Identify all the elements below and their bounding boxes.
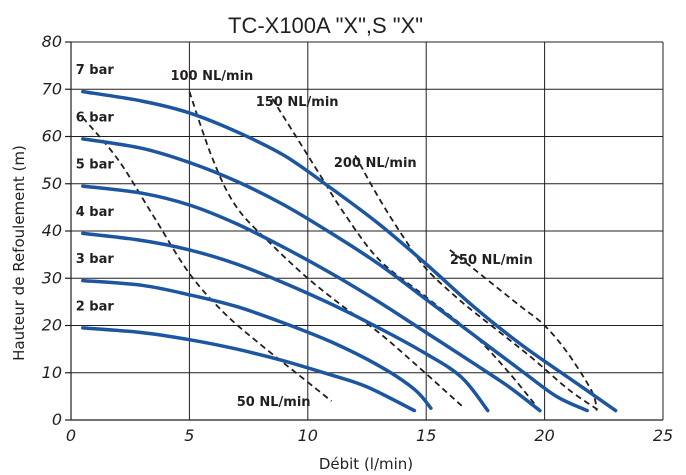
- air-flow-line-150-nl-min: [271, 98, 541, 412]
- curve-label: 100 NL/min: [170, 69, 253, 84]
- tick-labels: 0 5 10 15 20 25 0 10 20 30 40 50 60 70 80: [42, 32, 674, 445]
- pressure-line-4-bar: [81, 231, 490, 413]
- pressure-line-6-bar: [81, 137, 589, 413]
- x-tick-label: 15: [416, 426, 436, 445]
- pressure-line-5-bar: [81, 184, 542, 413]
- curve-labels: 7 bar 6 bar 5 bar 4 bar 3 bar 2 bar 100 NL/min…: [76, 63, 533, 410]
- air-flow-line-50-nl-min: [82, 117, 333, 402]
- y-tick-label: 0: [52, 410, 62, 429]
- x-axis-label: Débit (l/min): [319, 455, 413, 473]
- curve-label: 200 NL/min: [334, 156, 417, 171]
- axes: [65, 41, 663, 421]
- x-tick-label: 10: [298, 426, 318, 445]
- pressure-line-7-bar: [81, 89, 618, 413]
- y-tick-label: 20: [42, 316, 62, 335]
- pressure-line-3-bar: [81, 278, 433, 410]
- curve-label: 150 NL/min: [256, 95, 339, 110]
- curve-label: 50 NL/min: [237, 395, 311, 410]
- y-tick-label: 40: [42, 221, 62, 240]
- curve-label: 6 bar: [76, 110, 115, 125]
- y-tick-label: 50: [42, 174, 62, 193]
- y-axis-label: Hauteur de Refoulement (m): [10, 145, 28, 361]
- grid: [71, 41, 664, 420]
- y-tick-label: 70: [42, 79, 62, 98]
- x-tick-label: 5: [184, 426, 194, 445]
- curve-label: 250 NL/min: [450, 253, 533, 268]
- air-consumption-curves: [82, 91, 600, 412]
- x-tick-label: 0: [66, 426, 76, 445]
- air-flow-line-250-nl-min: [449, 249, 598, 411]
- y-tick-label: 10: [42, 363, 62, 382]
- pressure-line-2-bar: [81, 326, 417, 413]
- air-flow-line-100-nl-min: [188, 91, 463, 407]
- air-flow-line-200-nl-min: [354, 154, 600, 412]
- x-tick-label: 25: [653, 426, 673, 445]
- curve-label: 7 bar: [76, 63, 115, 78]
- curve-label: 4 bar: [76, 205, 115, 220]
- y-tick-label: 30: [42, 268, 62, 287]
- pressure-curves: [81, 89, 618, 413]
- x-tick-label: 20: [534, 426, 554, 445]
- curve-label: 5 bar: [76, 158, 115, 173]
- chart-title: TC-X100A "X",S "X": [228, 13, 423, 38]
- curve-label: 2 bar: [76, 299, 115, 314]
- y-tick-label: 80: [42, 32, 62, 51]
- y-tick-label: 60: [42, 127, 62, 146]
- curve-label: 3 bar: [76, 252, 115, 267]
